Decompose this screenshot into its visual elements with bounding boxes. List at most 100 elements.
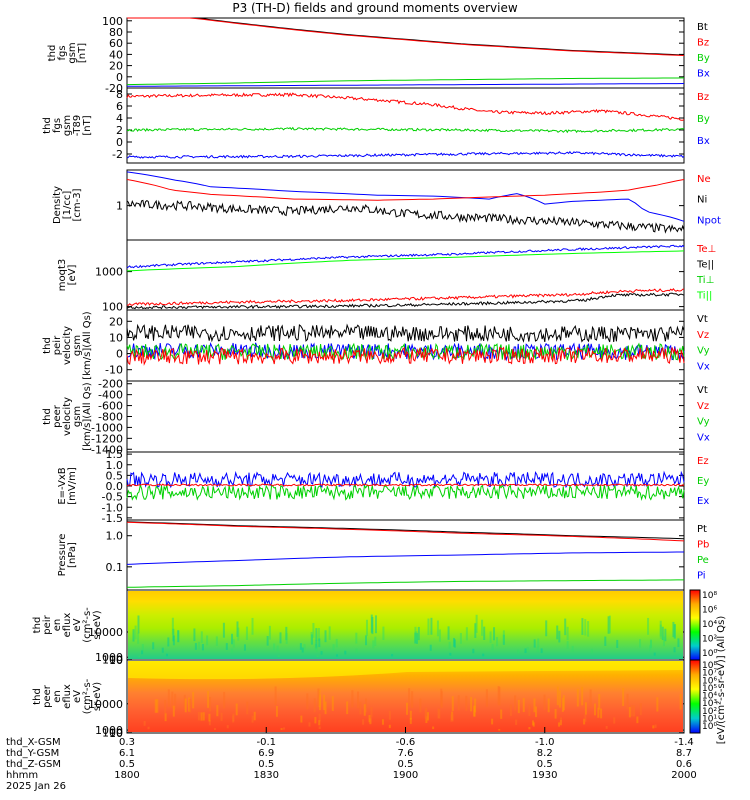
spectrogram-streak [453,637,456,647]
spectrogram-streak [600,708,603,719]
spectrogram-streak [222,622,225,638]
series-Ne [126,179,685,201]
spectrogram-streak [451,696,454,711]
colorbar-tick: 10² [702,635,717,645]
y-tick-label: 10000 [88,626,123,639]
series-Npot [126,171,685,222]
y-tick-label: 0.1 [106,561,124,574]
y-axis-label: peer [52,404,63,428]
spectrogram-streak [584,714,587,722]
colorbar-tick: 10⁰ [702,649,717,659]
spectrogram-streak [489,631,492,643]
y-tick-label: 100 [102,654,123,667]
y-axis-label: [km/s](All Qs) [82,311,93,379]
spectrogram-streak [639,703,642,716]
x-tick-label: 1800 [114,770,139,781]
spectrogram-streak [220,712,223,721]
spectrogram-streak [164,713,167,722]
series-Ti⊥ [126,244,685,269]
spectrogram-streak [556,686,559,706]
y-tick-label: -800 [98,411,123,424]
spectrogram-streak [317,688,320,707]
spectrogram-streak [626,693,629,710]
spectrogram-streak [493,627,496,641]
spectrogram-streak [496,637,499,647]
y-tick-label: 80 [109,26,123,39]
legend-entry: Pb [697,540,709,551]
y-axis-label: sr-eV) [92,682,103,711]
colorbar-label: [eV/(cm²-s-sr-eV)] (All Qs) [716,616,727,745]
y-tick-label: -200 [98,378,123,391]
spectrogram-streak [277,655,280,658]
series-Bz [126,92,685,121]
spectrogram-streak [605,726,608,729]
spectrogram-streak [279,632,282,644]
legend-entry: Ne [697,174,711,185]
spectrogram-streak [344,650,347,655]
y-tick-label: -600 [98,400,123,413]
y-axis-label: eV [72,690,83,703]
series-Ni [126,199,685,234]
spectrogram-streak [225,643,228,650]
spectrogram-streak [528,704,531,716]
spectrogram-streak [522,698,525,713]
spectrogram-streak [152,642,155,650]
legend-entry: Vx [697,432,710,443]
spectrogram-streak [571,645,574,652]
colorbar-tick: 10² [702,707,717,717]
spectrogram-streak [324,701,327,715]
spectrogram-streak [382,626,385,640]
y-axis-label: moqt3 [57,259,68,292]
spectrogram-streak [172,705,175,717]
spectrogram-streak [174,693,177,710]
spectrogram-streak [206,635,209,646]
panel-frame [126,17,685,89]
y-tick-label: 6 [116,100,123,113]
spectrogram-streak [673,623,676,639]
spectrogram-streak [589,689,592,707]
spectrogram-streak [440,691,443,709]
spectrogram-streak [201,644,204,651]
spectrogram-streak [472,648,475,654]
spectrogram-streak [335,638,338,648]
y-axis-label: thd [47,45,58,62]
legend-entry: Bz [697,92,709,103]
spectrogram-streak [509,704,512,716]
legend-entry: Ni [697,195,707,206]
panel-peervel: -200-400-600-800-1000-1200-1400 thd peer ve… [42,378,710,457]
spectrogram-streak [409,710,412,720]
panel-frame [126,380,685,453]
y-axis-label: [eV] [67,265,78,286]
panel-temp: 1000 100 moqt3 [eV] Te⊥ Te|| Ti⊥ Ti|| [57,239,716,314]
spectrogram-streak [318,720,321,726]
spectrogram-streak [427,618,430,636]
spectrogram-streak [318,694,321,711]
series-By [126,126,685,134]
spectrogram-streak [188,697,191,712]
spectrogram-streak [141,650,144,655]
series-Bz [127,17,685,56]
y-tick-label: 10 [109,727,123,740]
y-tick-label: 2 [116,124,123,137]
spectrogram-streak [213,728,216,731]
spectrogram-streak [622,688,625,707]
x-tick-label: 7.6 [398,748,414,759]
spectrogram-streak [633,705,636,717]
spectrogram-streak [216,705,219,717]
y-tick-label: 40 [109,48,123,61]
spectrogram-streak [207,691,210,708]
spectrogram-streak [320,651,323,655]
spectrogram-streak [628,706,631,718]
legend-entry: Bz [697,38,709,49]
spectrogram-streak [194,643,197,650]
spectrogram-streak [515,719,518,725]
colorbar-tick: 10⁴ [702,620,717,630]
spectrogram-streak [448,641,451,650]
y-axis-label: peir [52,335,63,355]
spectrogram-streak [483,626,486,640]
series-Vt [126,323,685,343]
spectrogram-streak [556,625,559,640]
spectrogram-streak [208,720,211,726]
panel-frame [126,239,685,311]
